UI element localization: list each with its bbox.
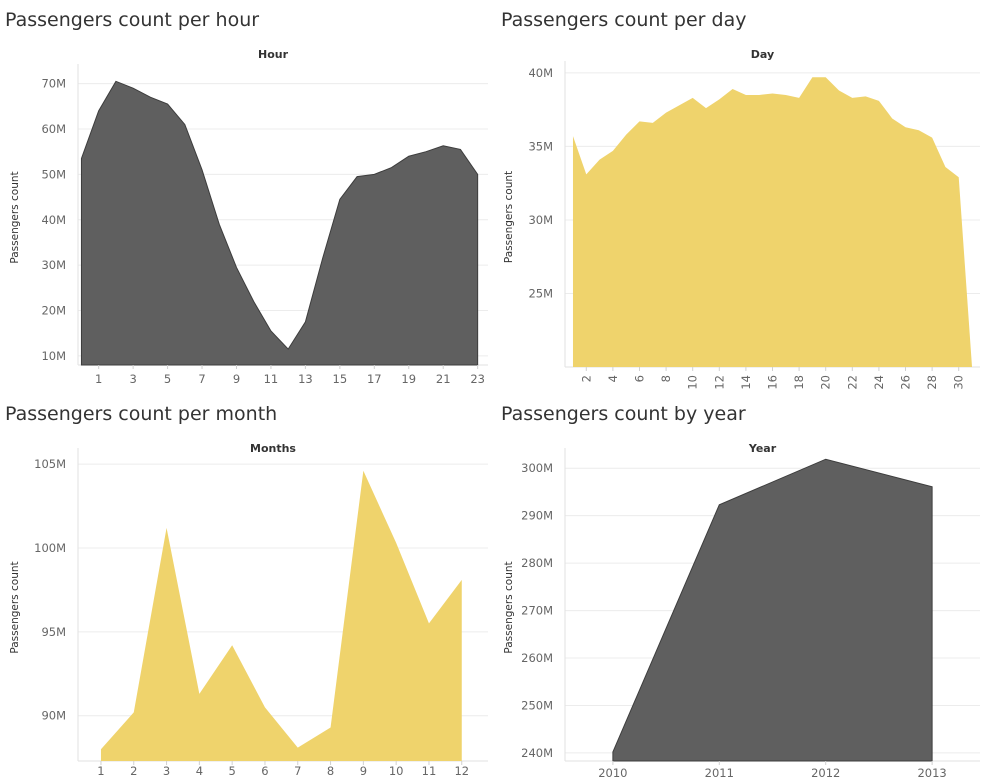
x-tick-label: 5 [228, 764, 235, 778]
area-series [80, 80, 479, 366]
x-tick-label: 2013 [917, 766, 946, 780]
x-tick-label: 22 [845, 375, 859, 390]
x-tick-label: 5 [164, 372, 171, 386]
x-tick-label: 7 [294, 764, 301, 778]
x-tick-label: 3 [129, 372, 136, 386]
y-tick-label: 270M [521, 604, 553, 618]
y-tick-label: 290M [521, 509, 553, 523]
x-tick-label: 28 [925, 375, 939, 390]
x-tick-label: 10 [686, 375, 700, 390]
y-tick-label: 25M [528, 286, 553, 300]
y-tick-label: 240M [521, 746, 553, 760]
x-tick-label: 9 [360, 764, 367, 778]
y-tick-label: 20M [41, 304, 66, 318]
x-tick-label: 8 [327, 764, 334, 778]
x-tick-label: 24 [872, 375, 886, 390]
x-tick-label: 6 [632, 375, 646, 382]
y-tick-label: 300M [521, 461, 553, 475]
x-tick-label: 17 [367, 372, 382, 386]
x-tick-label: 12 [454, 764, 469, 778]
y-tick-label: 30M [528, 213, 553, 227]
x-tick-label: 21 [436, 372, 451, 386]
x-tick-label: 2 [130, 764, 137, 778]
chart-title: Passengers count per month [5, 403, 278, 425]
x-tick-label: 11 [422, 764, 437, 778]
x-tick-label: 2012 [811, 766, 840, 780]
x-tick-label: 15 [333, 372, 348, 386]
y-tick-label: 260M [521, 651, 553, 665]
x-axis-title: Year [748, 442, 777, 455]
chart-title: Passengers count per day [501, 9, 747, 31]
y-tick-label: 10M [41, 349, 66, 363]
y-tick-label: 40M [528, 66, 553, 80]
x-axis-title: Months [250, 442, 296, 455]
x-tick-label: 12 [712, 375, 726, 390]
chart-panel-year: Passengers count by year 240M 250M 260M 270… [492, 392, 984, 784]
x-tick-label: 3 [163, 764, 170, 778]
chart-panel-hour: Passengers count per hour 10M 20M 30M 40M 50… [0, 0, 492, 392]
x-tick-label: 2011 [705, 766, 734, 780]
y-axis-title: Passengers count [9, 171, 21, 263]
x-tick-label: 18 [792, 375, 806, 390]
y-tick-label: 95M [41, 625, 66, 639]
area-series [572, 77, 973, 367]
x-tick-label: 10 [389, 764, 404, 778]
chart-title: Passengers count by year [501, 403, 746, 425]
x-tick-label: 30 [952, 375, 966, 390]
x-tick-label: 23 [470, 372, 485, 386]
x-axis-title: Day [751, 48, 774, 61]
y-tick-label: 60M [41, 122, 66, 136]
x-tick-label: 4 [606, 375, 620, 382]
x-tick-label: 1 [97, 764, 104, 778]
y-tick-label: 250M [521, 698, 553, 712]
chart-panel-day: Passengers count per day 25M 30M 35M 40M 2 4 6… [492, 0, 984, 392]
x-tick-label: 2 [579, 375, 593, 382]
x-tick-label: 9 [233, 372, 240, 386]
x-tick-label: 19 [401, 372, 416, 386]
x-tick-label: 16 [766, 375, 780, 390]
x-tick-label: 7 [198, 372, 205, 386]
y-tick-label: 90M [41, 709, 66, 723]
y-axis-title: Passengers count [9, 561, 21, 653]
x-tick-label: 6 [261, 764, 268, 778]
x-tick-label: 2010 [598, 766, 627, 780]
y-tick-label: 50M [41, 167, 66, 181]
y-axis-title: Passengers count [503, 171, 515, 263]
y-tick-label: 100M [34, 541, 66, 555]
y-tick-label: 35M [528, 139, 553, 153]
y-tick-label: 280M [521, 556, 553, 570]
y-tick-label: 40M [41, 213, 66, 227]
x-tick-label: 8 [659, 375, 673, 382]
x-tick-label: 11 [264, 372, 279, 386]
area-series [100, 470, 462, 761]
x-tick-label: 20 [819, 375, 833, 390]
y-axis-title: Passengers count [503, 561, 515, 653]
x-tick-label: 13 [298, 372, 313, 386]
x-tick-label: 4 [196, 764, 203, 778]
x-tick-label: 14 [739, 375, 753, 390]
x-tick-label: 26 [899, 375, 913, 390]
y-tick-label: 30M [41, 258, 66, 272]
y-tick-label: 70M [41, 77, 66, 91]
y-tick-label: 105M [34, 457, 66, 471]
x-axis-title: Hour [258, 48, 289, 61]
year-chart: 240M 250M 260M 270M 280M 290M 300M 2010 2011 2012… [503, 442, 980, 780]
x-tick-label: 1 [95, 372, 102, 386]
chart-panel-month: Passengers count per month 90M 95M 100M 105… [0, 392, 492, 784]
chart-title: Passengers count per hour [5, 9, 260, 31]
